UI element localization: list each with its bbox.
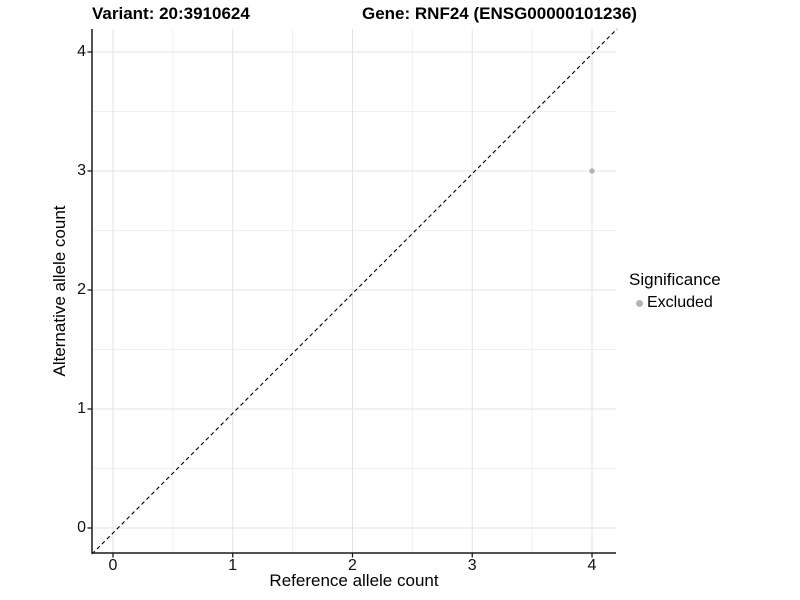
y-tick-label: 3 <box>77 162 86 179</box>
x-tick-label: 0 <box>108 557 118 574</box>
plot-title-gene: Gene: RNF24 (ENSG00000101236) <box>362 4 637 23</box>
legend-item: Excluded <box>629 293 721 313</box>
legend: Significance Excluded <box>629 270 721 313</box>
plot-title-variant: Variant: 20:3910624 <box>92 4 250 23</box>
data-point <box>589 168 595 174</box>
legend-items: Excluded <box>629 293 721 313</box>
x-tick-label: 2 <box>348 557 357 574</box>
y-tick-label: 4 <box>77 43 86 60</box>
legend-title: Significance <box>629 270 721 289</box>
x-axis-title: Reference allele count <box>269 571 439 590</box>
y-tick-label: 1 <box>77 400 86 417</box>
x-tick-label: 1 <box>228 557 238 574</box>
legend-point-icon <box>635 299 643 307</box>
x-tick-label: 4 <box>587 557 597 574</box>
x-tick-label: 3 <box>467 557 477 574</box>
y-tick-label: 2 <box>77 281 86 298</box>
legend-key <box>629 299 649 307</box>
identity-reference-line <box>91 28 618 555</box>
y-tick-label: 0 <box>77 519 86 536</box>
legend-item-label: Excluded <box>647 294 713 311</box>
y-axis-title: Alternative allele count <box>50 205 69 377</box>
